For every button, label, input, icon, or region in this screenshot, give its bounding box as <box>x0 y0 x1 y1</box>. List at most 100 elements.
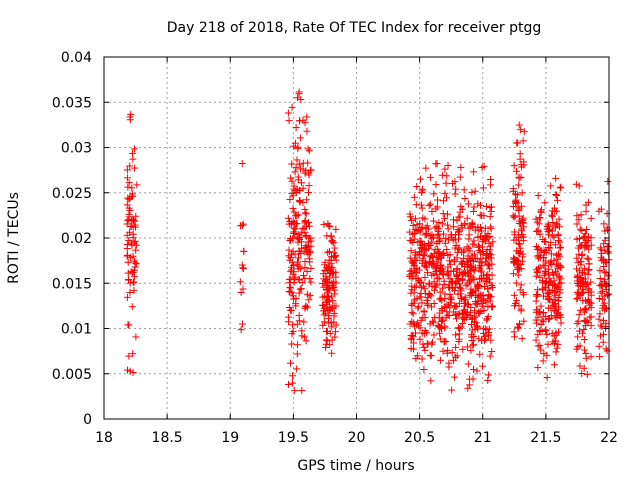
data-point <box>123 174 131 182</box>
data-point <box>545 265 553 273</box>
data-point <box>582 354 590 362</box>
data-point <box>543 330 551 338</box>
data-point <box>293 365 301 373</box>
data-point <box>486 213 494 221</box>
data-point <box>516 244 524 252</box>
data-point <box>301 333 309 341</box>
data-point <box>463 214 471 222</box>
data-point <box>510 228 518 236</box>
y-tick-label: 0.02 <box>61 231 92 247</box>
data-point <box>576 276 584 284</box>
data-point <box>518 227 526 235</box>
data-point <box>519 237 527 245</box>
data-point <box>515 240 523 248</box>
data-point <box>487 336 495 344</box>
data-point <box>411 215 419 223</box>
data-point <box>596 244 604 252</box>
data-point <box>449 223 457 231</box>
data-point <box>451 303 459 311</box>
data-point <box>288 330 296 338</box>
data-point <box>544 340 552 348</box>
data-point <box>288 288 296 296</box>
data-point <box>305 222 313 230</box>
data-point <box>533 218 541 226</box>
data-point <box>420 246 428 254</box>
data-point <box>443 308 451 316</box>
data-point <box>329 239 337 247</box>
data-point <box>408 318 416 326</box>
data-point <box>544 289 552 297</box>
data-point <box>123 293 131 301</box>
data-point <box>456 173 464 181</box>
data-point <box>448 386 456 394</box>
data-point <box>301 258 309 266</box>
data-point <box>475 275 483 283</box>
data-point <box>539 261 547 269</box>
data-point <box>420 343 428 351</box>
x-tick-label: 18 <box>95 430 113 446</box>
data-point <box>488 303 496 311</box>
data-point <box>407 334 415 342</box>
data-point <box>520 128 528 136</box>
data-point <box>486 232 494 240</box>
data-point <box>434 321 442 329</box>
data-point <box>419 255 427 263</box>
data-point <box>129 149 137 157</box>
data-point <box>461 195 469 203</box>
data-point <box>459 276 467 284</box>
data-point <box>129 278 137 286</box>
data-point <box>331 244 339 252</box>
data-point <box>583 243 591 251</box>
y-tick-label: 0 <box>83 412 92 428</box>
data-point <box>469 207 477 215</box>
data-point <box>467 223 475 231</box>
data-point <box>477 223 485 231</box>
data-point <box>534 342 542 350</box>
data-point <box>600 257 608 265</box>
data-point <box>573 254 581 262</box>
data-point <box>411 254 419 262</box>
data-point <box>127 239 135 247</box>
data-point <box>306 247 314 255</box>
data-point <box>287 236 295 244</box>
data-point <box>480 306 488 314</box>
data-point <box>596 332 604 340</box>
data-point <box>488 348 496 356</box>
data-point <box>125 195 133 203</box>
data-point <box>436 329 444 337</box>
data-point <box>538 327 546 335</box>
data-point <box>410 345 418 353</box>
data-point <box>578 226 586 234</box>
data-point <box>331 333 339 341</box>
data-point <box>295 254 303 262</box>
data-point <box>466 276 474 284</box>
data-point <box>419 340 427 348</box>
data-point <box>464 272 472 280</box>
data-point <box>297 229 305 237</box>
data-point <box>290 208 298 216</box>
data-point <box>510 259 518 267</box>
data-point <box>534 244 542 252</box>
data-point <box>465 244 473 252</box>
x-tick-label: 20.5 <box>404 430 435 446</box>
data-point <box>294 211 302 219</box>
data-point <box>437 254 445 262</box>
data-point <box>532 243 540 251</box>
data-point <box>546 296 554 304</box>
data-point <box>466 289 474 297</box>
data-point <box>596 353 604 361</box>
data-point <box>240 247 248 255</box>
data-point <box>468 336 476 344</box>
data-point <box>322 343 330 351</box>
data-point <box>129 350 137 358</box>
data-point <box>441 324 449 332</box>
data-point <box>465 224 473 232</box>
data-point <box>301 228 309 236</box>
data-point <box>466 375 474 383</box>
data-point <box>288 177 296 185</box>
y-tick-label: 0.035 <box>52 95 92 111</box>
data-point <box>299 224 307 232</box>
data-point <box>295 289 303 297</box>
data-point <box>450 302 458 310</box>
data-point <box>458 309 466 317</box>
